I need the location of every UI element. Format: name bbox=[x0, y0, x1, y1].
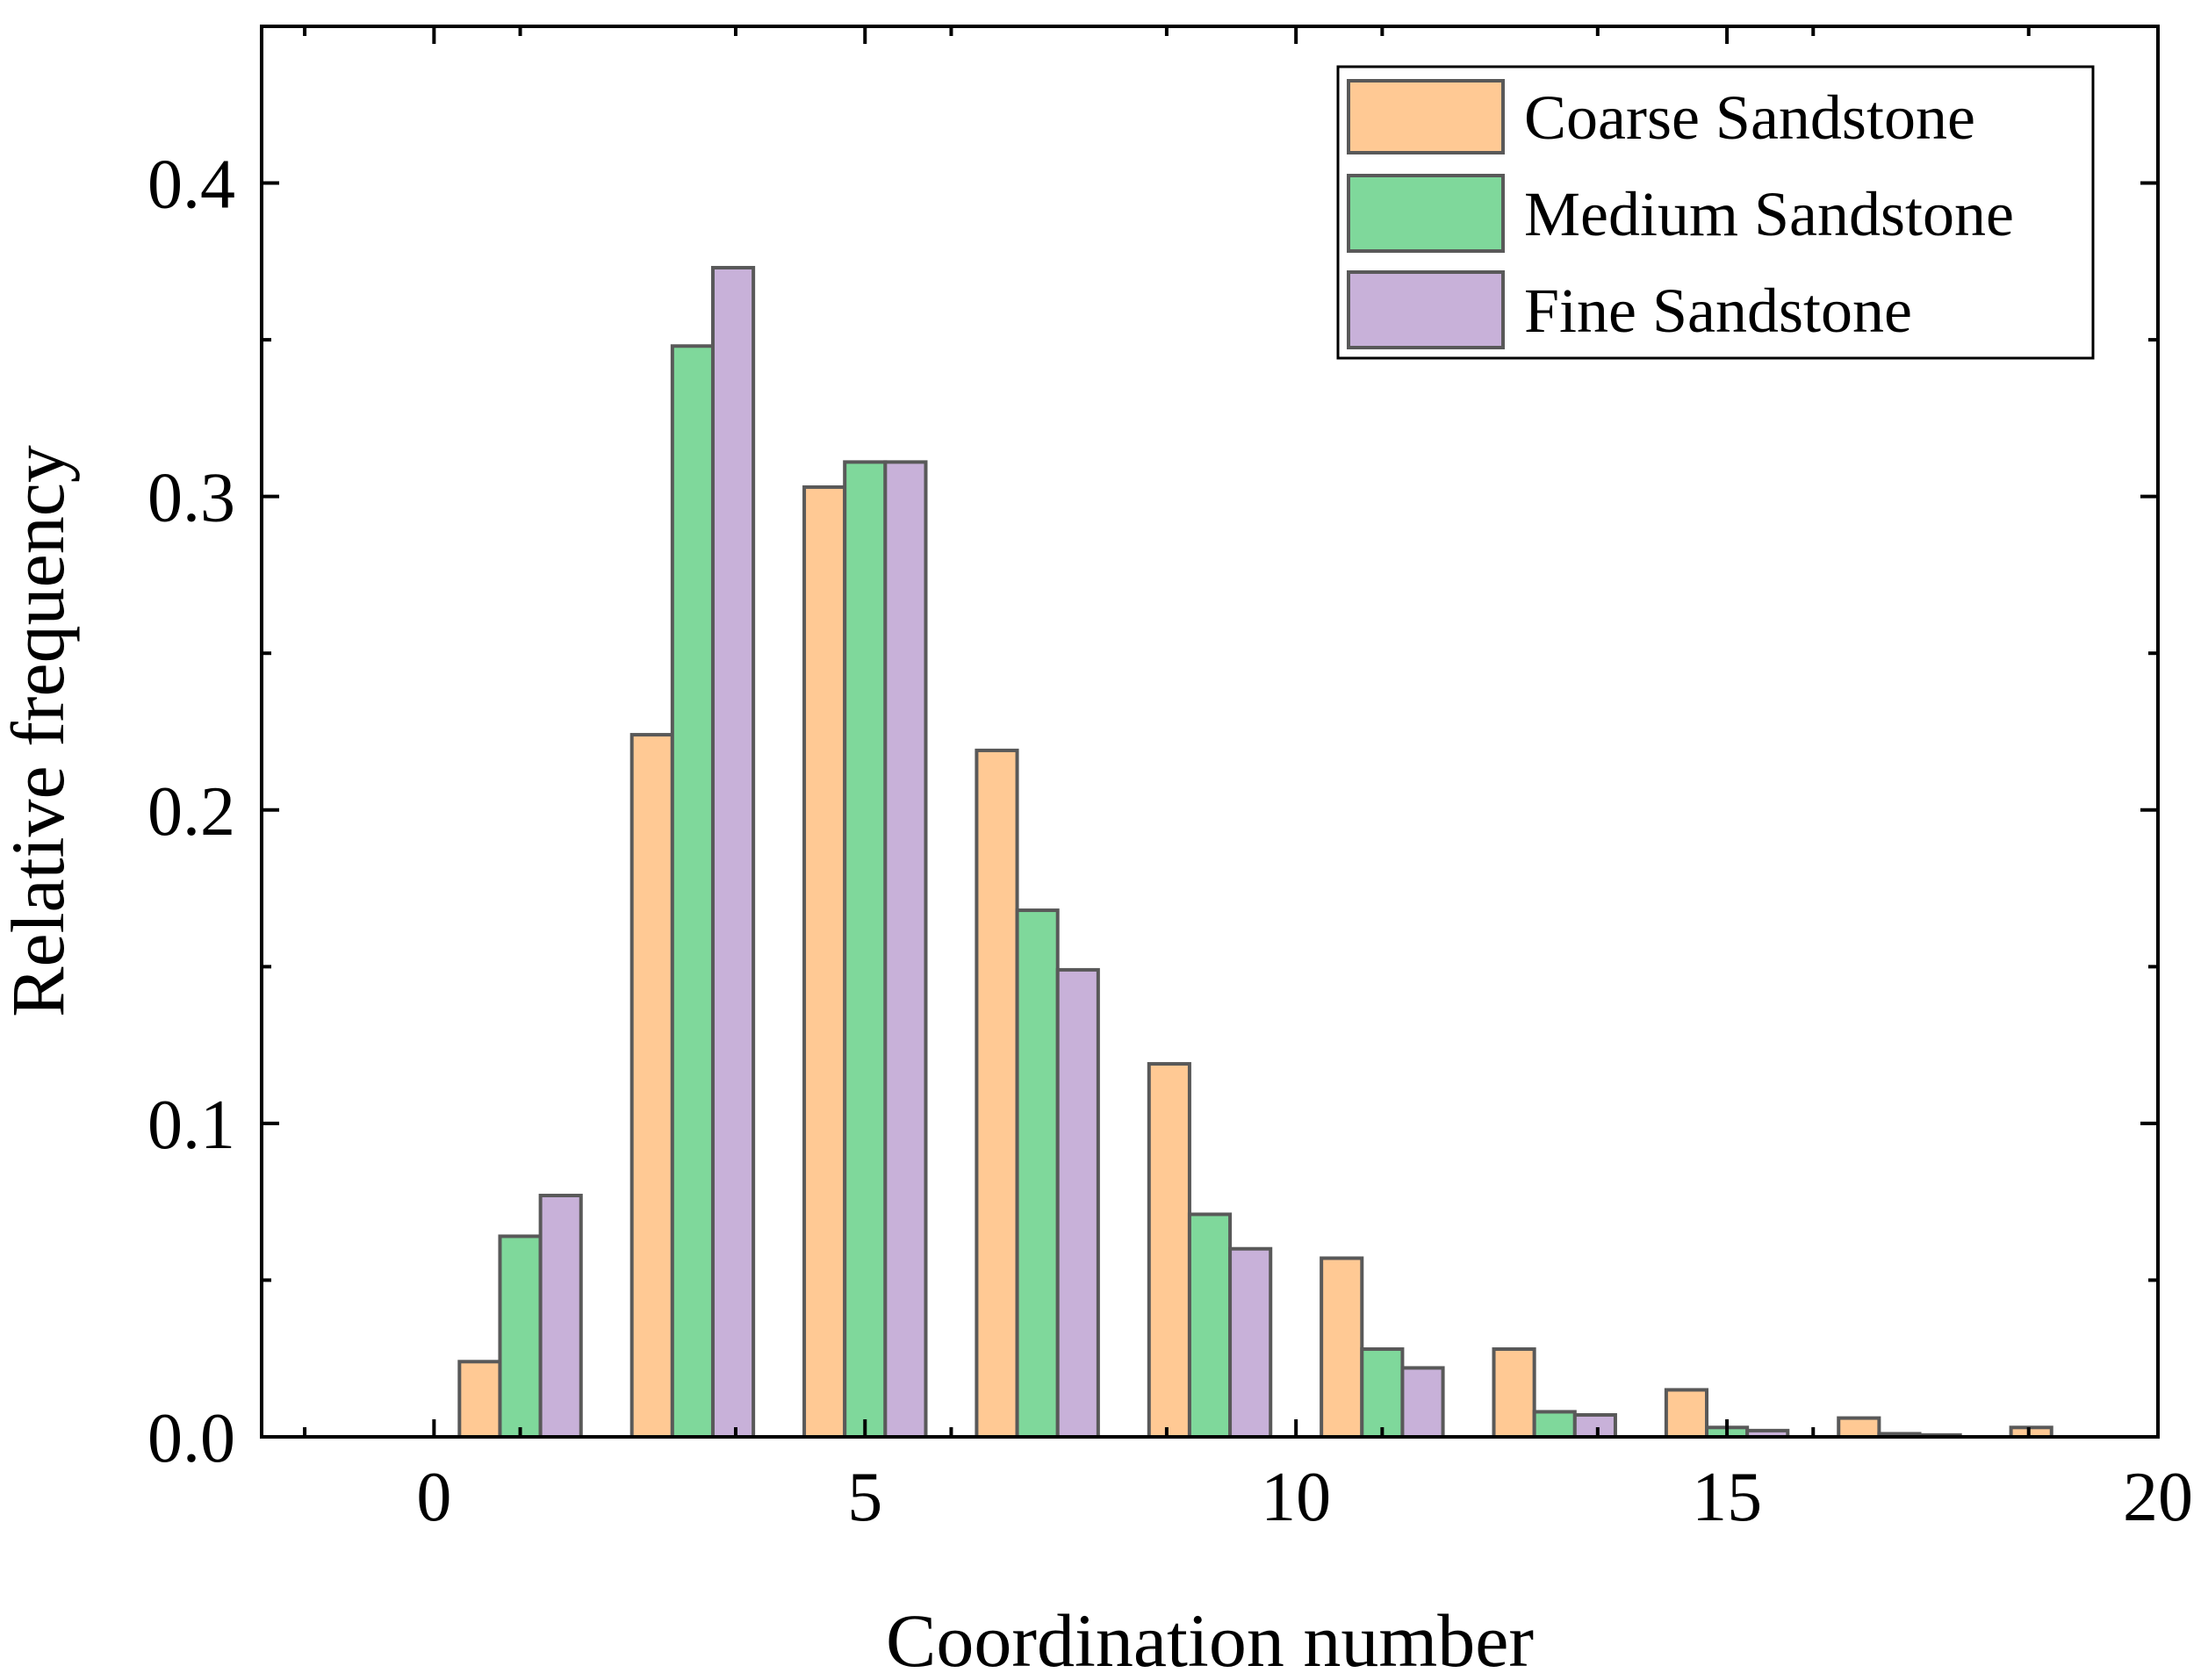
bar-medium-11 bbox=[1360, 1347, 1405, 1439]
tick-labels-layer: 0 5 10 15 20 0.0 0.1 0.2 0.3 0.4 bbox=[147, 147, 2193, 1536]
bar-coarse-3 bbox=[629, 733, 674, 1439]
bar-coarse-7 bbox=[975, 748, 1019, 1439]
bar-coarse-17 bbox=[1837, 1416, 1881, 1439]
legend-label-medium: Medium Sandstone bbox=[1524, 179, 2014, 249]
y-tick-label: 0.0 bbox=[147, 1400, 235, 1477]
legend-label-fine: Fine Sandstone bbox=[1524, 276, 1912, 346]
legend-swatch-medium bbox=[1347, 174, 1505, 253]
bar-coarse-15 bbox=[1664, 1388, 1709, 1439]
bar-coarse-13 bbox=[1492, 1347, 1536, 1439]
bar-fine-13 bbox=[1572, 1413, 1617, 1439]
bar-fine-3 bbox=[710, 265, 756, 1439]
y-tick-label: 0.4 bbox=[147, 147, 235, 224]
x-axis-title: Coordination number bbox=[886, 1598, 1534, 1680]
y-tick-label: 0.3 bbox=[147, 460, 235, 537]
bar-medium-7 bbox=[1015, 908, 1060, 1439]
legend-swatch-coarse bbox=[1347, 79, 1505, 154]
bar-coarse-11 bbox=[1320, 1256, 1364, 1439]
bars-layer bbox=[457, 265, 2053, 1439]
bar-medium-13 bbox=[1532, 1410, 1577, 1439]
plot-frame bbox=[260, 25, 2160, 1439]
bar-fine-11 bbox=[1400, 1366, 1445, 1439]
x-tick-label: 5 bbox=[847, 1459, 882, 1536]
bar-medium-3 bbox=[670, 344, 715, 1439]
x-tick-label: 20 bbox=[2123, 1459, 2193, 1536]
legend-label-coarse: Coarse Sandstone bbox=[1524, 83, 1975, 153]
y-axis-title: Relative frequency bbox=[0, 445, 80, 1017]
bar-medium-9 bbox=[1187, 1212, 1233, 1439]
bar-coarse-9 bbox=[1147, 1062, 1191, 1439]
y-tick-label: 0.2 bbox=[147, 773, 235, 851]
x-tick-label: 0 bbox=[416, 1459, 451, 1536]
legend: Coarse Sandstone Medium Sandstone Fine S… bbox=[1336, 65, 2095, 360]
bar-medium-1 bbox=[498, 1234, 543, 1439]
bar-medium-5 bbox=[843, 460, 888, 1439]
bar-fine-1 bbox=[538, 1194, 583, 1439]
ticks-layer bbox=[262, 25, 2160, 1439]
bar-fine-7 bbox=[1055, 967, 1100, 1439]
x-tick-label: 10 bbox=[1261, 1459, 1331, 1536]
bar-coarse-1 bbox=[457, 1360, 502, 1439]
bar-fine-9 bbox=[1228, 1246, 1273, 1439]
y-tick-label: 0.1 bbox=[147, 1087, 235, 1164]
bar-coarse-5 bbox=[802, 485, 847, 1439]
x-tick-label: 15 bbox=[1692, 1459, 1762, 1536]
legend-swatch-fine bbox=[1347, 270, 1505, 349]
bar-fine-5 bbox=[883, 460, 928, 1439]
